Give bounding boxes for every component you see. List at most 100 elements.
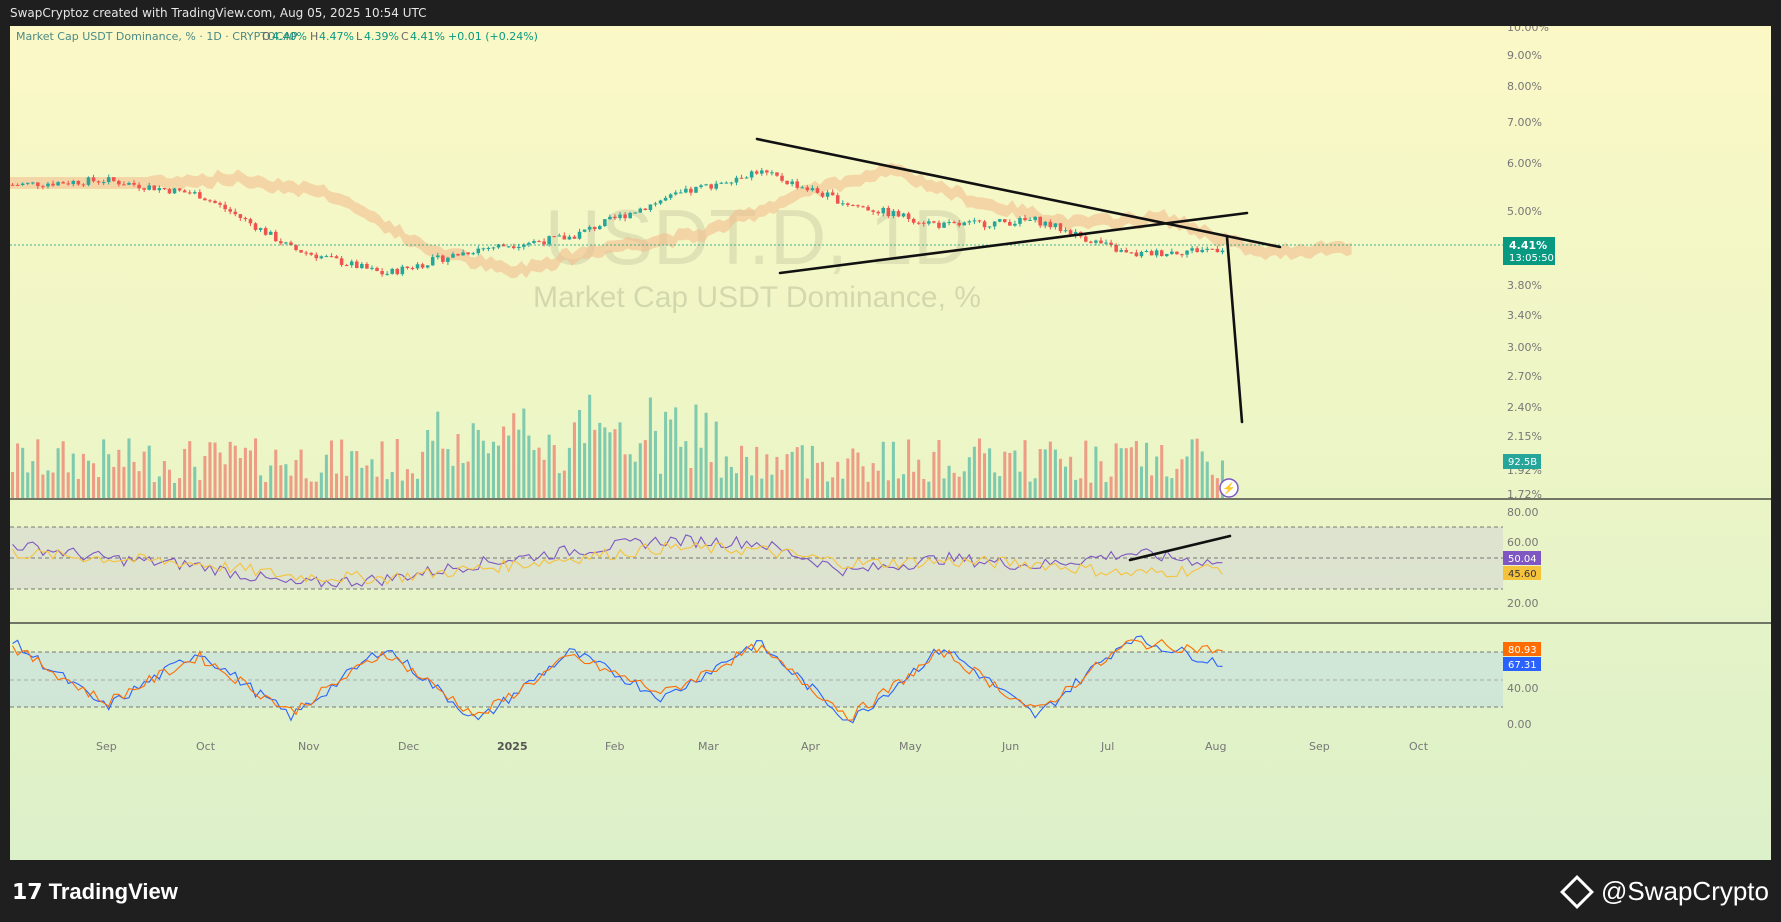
candle-body [415,264,420,269]
candle-body [1053,223,1058,228]
candle-body [1165,253,1169,257]
volume-bar [264,482,268,498]
volume-bar [547,434,551,498]
volume-bar [1134,440,1138,498]
candle-body [284,242,288,244]
candle-body [1139,251,1144,257]
volume-bar [770,474,774,498]
volume-bar [856,452,860,498]
candle-body [193,192,197,194]
candle-body [709,184,713,189]
volume-bar [208,442,212,498]
volume-bar [902,474,906,498]
candle-body [218,203,222,205]
volume-bar [254,438,258,498]
candle-body [309,252,313,255]
volume-bar [228,441,232,498]
volume-bar [431,440,435,498]
candle-body [1033,216,1037,220]
time-axis[interactable]: Sep Oct Nov Dec 2025 Feb Mar Apr May Jun… [96,740,1429,753]
candle-body [137,184,141,189]
volume-bar [1119,448,1123,498]
candle-body [122,184,126,186]
trendlines[interactable] [755,137,1282,562]
candle-body [537,241,541,243]
volume-bar [416,478,420,498]
volume-bar [1195,438,1199,498]
candle-body [101,182,106,184]
volume-bar [942,478,946,498]
ascending-trendline[interactable] [778,211,1249,275]
chart-svg[interactable]: USDT.D, 1D Market Cap USDT Dominance, % … [10,26,1771,860]
rsi-divergence-line[interactable] [1128,534,1232,562]
price-axis[interactable]: 10.00% 9.00% 8.00% 7.00% 6.00% 5.00% 3.8… [1507,26,1549,501]
projection-line[interactable] [1225,235,1244,424]
volume-bar [1099,461,1103,498]
author-watermark: @SwapCrypto [1560,874,1769,909]
volume-bar [294,460,298,498]
volume-bar [876,470,880,498]
candle-body [552,236,556,238]
candle-body [770,172,774,174]
volume-bar [648,397,652,498]
candle-body [572,236,577,239]
candle-body [1048,221,1053,228]
candle-body [481,248,486,250]
candles [10,167,1225,277]
volume-bar [522,408,526,498]
volume-bar [1170,478,1174,498]
volume-bar [998,476,1002,498]
descending-trendline[interactable] [755,137,1282,249]
candle-body [1089,241,1093,243]
candle-body [258,228,263,230]
tick-label: Mar [698,740,719,753]
candle-body [1185,250,1189,255]
candle-body [1043,221,1048,226]
candle-body [947,222,951,224]
volume-bar [603,427,607,498]
author-text: @SwapCrypto [1600,876,1769,906]
candle-body [142,188,146,190]
candle-body [800,187,805,189]
candle-body [825,192,830,197]
candle-body [805,187,810,191]
chart-frame[interactable]: USDT.D, 1D Market Cap USDT Dominance, % … [10,26,1771,860]
volume-bar [147,445,151,498]
candle-body [329,256,334,258]
rsi-ma-badge: 45.60 [1503,566,1541,580]
volume-bar [664,411,668,498]
candle-body [117,180,121,185]
candle-body [714,183,718,189]
candle-body [20,183,25,186]
candle-body [334,256,339,259]
close-value: 4.41% [410,30,445,43]
volume-bar [476,429,480,498]
tradingview-logo[interactable]: 𝟭𝟳 TradingView [12,879,178,905]
volume-bar [107,454,111,498]
tick-label: Jun [1001,740,1019,753]
candle-body [395,268,400,275]
candle-body [476,248,481,254]
candle-body [486,247,491,249]
ichimoku-cloud [10,162,1352,279]
tick-label: 40.00 [1507,682,1539,695]
volume-bar [233,445,237,498]
volume-bar [178,478,182,498]
candle-body [628,212,632,219]
candle-body [891,211,896,217]
volume-bar [21,447,25,498]
volume-bar [97,477,101,498]
tick-label: 3.80% [1507,279,1542,292]
candle-body [775,172,779,176]
candle-body [496,244,501,248]
candle-body [355,261,359,269]
tick-label: 7.00% [1507,116,1542,129]
candle-body [56,182,60,186]
candle-body [810,188,815,191]
candle-body [744,177,749,179]
lightning-icon[interactable]: ⚡ [1219,478,1239,498]
tick-label: Oct [1409,740,1429,753]
candle-body [511,246,516,249]
candle-body [962,222,967,226]
candle-body [147,185,151,190]
